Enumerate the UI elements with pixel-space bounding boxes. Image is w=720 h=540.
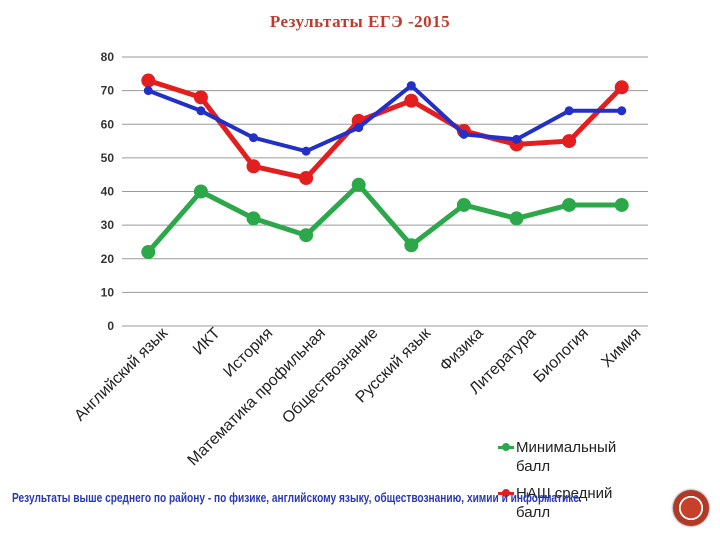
legend-item-ours: НАШ средний балл [498, 484, 648, 522]
data-point-min [456, 197, 471, 212]
data-point-ours [404, 93, 419, 108]
data-point-district [143, 86, 153, 96]
legend-label-min: Минимальный балл [516, 439, 617, 475]
data-point-district [354, 123, 364, 133]
x-tick-label: Английский язык [71, 324, 171, 424]
data-point-district [406, 81, 416, 91]
legend-item-min: Минимальный балл [498, 438, 648, 476]
data-point-district [249, 133, 258, 143]
series-line-min [146, 182, 622, 254]
data-point-district [564, 106, 574, 116]
y-tick-label: 80 [101, 50, 115, 64]
caption-text: Результаты выше среднего по району - по … [12, 490, 582, 505]
data-point-ours [614, 80, 629, 95]
data-point-min [351, 177, 366, 192]
y-tick-label: 40 [101, 185, 115, 199]
legend-swatch-ours [498, 489, 514, 497]
x-tick-label: Биология [531, 325, 592, 386]
legend: Минимальный балл НАШ средний балл [498, 438, 648, 530]
emblem-icon [673, 490, 709, 526]
data-point-ours [193, 90, 208, 105]
y-tick-label: 20 [101, 252, 115, 266]
x-tick-label: Химия [598, 325, 644, 371]
x-tick-label: Обществознание [279, 325, 381, 427]
data-point-min [614, 197, 629, 212]
data-point-ours [562, 134, 577, 149]
data-point-district [617, 106, 627, 116]
x-tick-label: Физика [437, 325, 487, 375]
data-point-min [141, 245, 156, 260]
data-point-min [246, 211, 261, 226]
data-point-min [404, 238, 419, 253]
y-tick-label: 10 [101, 285, 115, 299]
data-point-min [562, 197, 577, 212]
x-tick-label: ИКТ [190, 325, 224, 359]
legend-label-ours: НАШ средний балл [516, 485, 613, 521]
data-point-ours [141, 73, 156, 88]
x-tick-label: История [220, 325, 276, 381]
y-tick-label: 30 [101, 218, 115, 232]
series-line-ours [147, 78, 624, 181]
data-point-ours [299, 171, 314, 186]
data-point-min [299, 228, 314, 243]
data-point-ours [246, 159, 261, 174]
series-line-district [147, 83, 622, 154]
data-point-district [196, 106, 206, 116]
data-point-min [509, 211, 524, 226]
chart-title: Результаты ЕГЭ -2015 [269, 12, 451, 31]
y-tick-label: 70 [101, 84, 115, 98]
y-tick-label: 0 [107, 319, 114, 333]
data-point-district [301, 146, 311, 156]
data-point-district [512, 134, 521, 144]
y-tick-label: 50 [101, 151, 115, 165]
data-point-min [193, 184, 208, 199]
legend-swatch-min [498, 443, 514, 451]
data-point-district [459, 129, 469, 139]
y-tick-label: 60 [101, 117, 115, 131]
